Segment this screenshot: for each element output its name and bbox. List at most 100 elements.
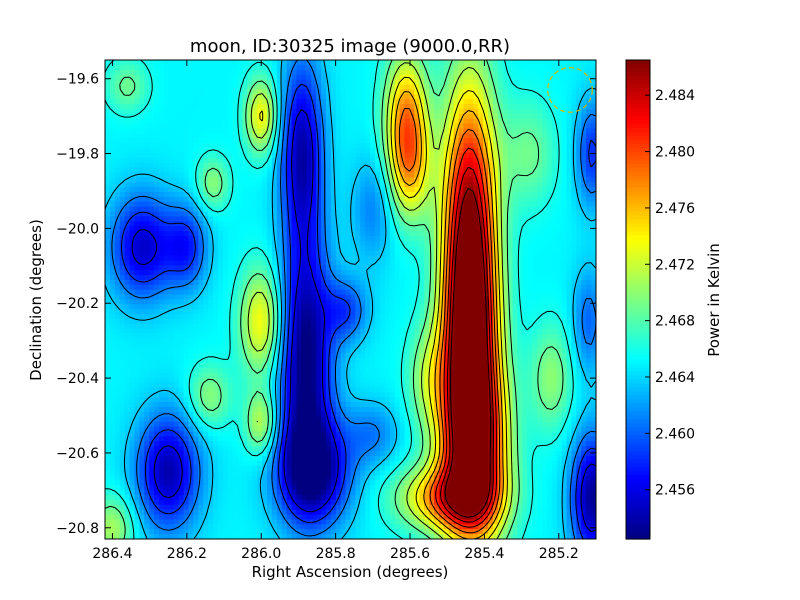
heatmap-cell bbox=[507, 99, 514, 105]
heatmap-cell bbox=[379, 270, 386, 276]
heatmap-cell bbox=[546, 206, 553, 213]
heatmap-cell bbox=[468, 289, 474, 296]
heatmap-cell bbox=[276, 69, 283, 76]
heatmap-cell bbox=[330, 260, 337, 266]
heatmap-cell bbox=[419, 270, 425, 276]
heatmap-cell bbox=[581, 196, 587, 203]
heatmap-cell bbox=[114, 206, 121, 213]
heatmap-cell bbox=[497, 69, 504, 76]
heatmap-cell bbox=[424, 108, 430, 115]
heatmap-cell bbox=[109, 270, 116, 276]
heatmap-cell bbox=[458, 260, 465, 266]
heatmap-cell bbox=[301, 299, 307, 305]
heatmap-cell bbox=[340, 294, 347, 301]
heatmap-cell bbox=[163, 123, 170, 130]
heatmap-cell bbox=[394, 79, 401, 86]
heatmap-cell bbox=[119, 118, 126, 125]
heatmap-cell bbox=[237, 196, 244, 203]
heatmap-cell bbox=[291, 206, 298, 213]
heatmap-cell bbox=[399, 206, 406, 213]
heatmap-cell bbox=[541, 69, 548, 76]
heatmap-cell bbox=[242, 113, 248, 120]
heatmap-cell bbox=[159, 103, 165, 110]
heatmap-cell bbox=[375, 226, 381, 232]
heatmap-cell bbox=[414, 79, 420, 86]
heatmap-cell bbox=[424, 123, 430, 130]
heatmap-cell bbox=[159, 167, 165, 174]
heatmap-cell bbox=[546, 201, 553, 208]
heatmap-cell bbox=[429, 133, 435, 139]
heatmap-cell bbox=[414, 206, 420, 213]
heatmap-cell bbox=[168, 143, 175, 149]
heatmap-cell bbox=[335, 157, 342, 164]
heatmap-cell bbox=[296, 235, 302, 242]
heatmap-cell bbox=[183, 133, 190, 139]
heatmap-cell bbox=[330, 94, 337, 100]
heatmap-cell bbox=[453, 172, 460, 178]
heatmap-cell bbox=[541, 182, 548, 188]
heatmap-cell bbox=[168, 196, 175, 203]
heatmap-cell bbox=[321, 294, 327, 301]
heatmap-cell bbox=[109, 275, 116, 281]
heatmap-cell bbox=[301, 147, 307, 154]
heatmap-cell bbox=[576, 133, 582, 139]
heatmap-cell bbox=[355, 103, 361, 110]
heatmap-cell bbox=[208, 108, 214, 115]
heatmap-cell bbox=[551, 128, 558, 134]
heatmap-cell bbox=[409, 167, 415, 174]
heatmap-cell bbox=[188, 284, 194, 291]
heatmap-cell bbox=[335, 113, 342, 120]
heatmap-cell bbox=[193, 108, 199, 115]
heatmap-cell bbox=[267, 69, 273, 76]
heatmap-cell bbox=[345, 108, 352, 115]
heatmap-cell bbox=[163, 69, 170, 76]
heatmap-cell bbox=[576, 157, 582, 164]
heatmap-cell bbox=[463, 235, 469, 242]
heatmap-cell bbox=[183, 270, 190, 276]
heatmap-cell bbox=[198, 245, 204, 252]
chart-title: moon, ID:30325 image (9000.0,RR) bbox=[190, 36, 510, 57]
heatmap-cell bbox=[222, 275, 229, 281]
heatmap-cell bbox=[321, 221, 327, 227]
heatmap-cell bbox=[281, 187, 288, 193]
heatmap-cell bbox=[330, 250, 337, 257]
heatmap-cell bbox=[429, 143, 435, 149]
heatmap-cell bbox=[586, 162, 592, 169]
heatmap-cell bbox=[537, 172, 543, 178]
heatmap-cell bbox=[443, 231, 450, 237]
heatmap-cell bbox=[502, 64, 509, 71]
heatmap-cell bbox=[517, 201, 523, 208]
heatmap-cell bbox=[316, 118, 322, 125]
heatmap-cell bbox=[507, 294, 514, 301]
heatmap-cell bbox=[227, 74, 234, 81]
heatmap-cell bbox=[213, 118, 219, 125]
heatmap-cell bbox=[409, 177, 415, 183]
heatmap-cell bbox=[497, 162, 504, 169]
heatmap-cell bbox=[163, 162, 170, 169]
heatmap-cell bbox=[262, 245, 268, 252]
heatmap-cell bbox=[109, 206, 116, 213]
heatmap-cell bbox=[497, 143, 504, 149]
heatmap-cell bbox=[213, 201, 219, 208]
heatmap-cell bbox=[429, 167, 435, 174]
heatmap-cell bbox=[335, 94, 342, 100]
heatmap-cell bbox=[335, 84, 342, 90]
heatmap-cell bbox=[257, 226, 263, 232]
heatmap-cell bbox=[340, 147, 347, 154]
heatmap-cell bbox=[571, 265, 577, 271]
heatmap-cell bbox=[242, 133, 248, 139]
heatmap-cell bbox=[271, 221, 278, 227]
heatmap-cell bbox=[512, 299, 519, 305]
heatmap-cell bbox=[335, 216, 342, 222]
heatmap-cell bbox=[301, 226, 307, 232]
heatmap-cell bbox=[109, 294, 116, 301]
heatmap-cell bbox=[375, 74, 381, 81]
heatmap-cell bbox=[237, 177, 244, 183]
heatmap-cell bbox=[271, 157, 278, 164]
heatmap-cell bbox=[478, 108, 484, 115]
heatmap-cell bbox=[286, 123, 293, 130]
heatmap-cell bbox=[271, 226, 278, 232]
heatmap-cell bbox=[463, 103, 469, 110]
heatmap-cell bbox=[566, 206, 573, 213]
heatmap-cell bbox=[389, 128, 396, 134]
